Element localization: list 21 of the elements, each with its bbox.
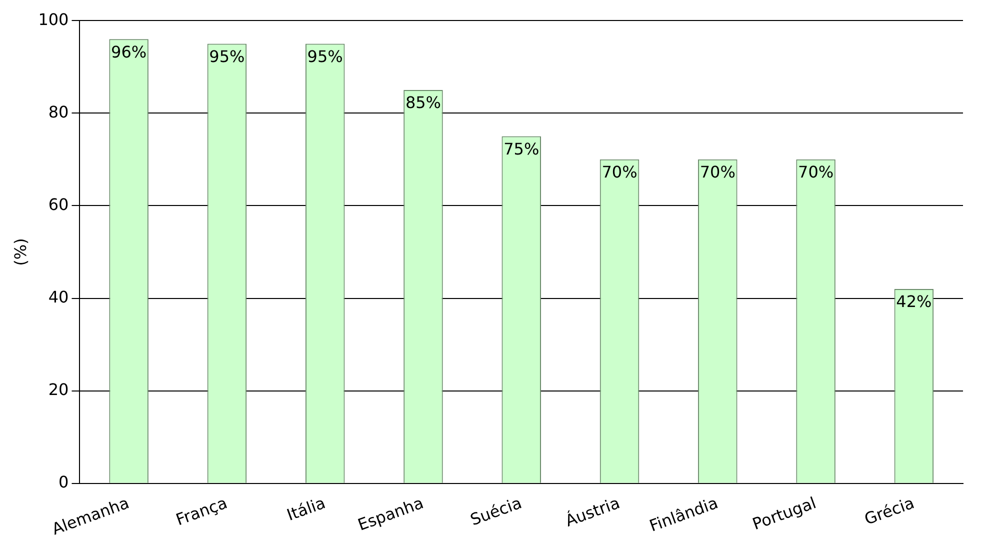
data-label: 70% xyxy=(602,162,638,182)
y-tick-label: 40 xyxy=(48,287,69,306)
y-tick-label: 60 xyxy=(48,194,69,214)
data-label: 42% xyxy=(896,292,932,312)
data-label: 95% xyxy=(209,46,245,66)
data-label: 70% xyxy=(700,162,736,182)
data-label: 95% xyxy=(307,46,343,66)
data-label: 70% xyxy=(798,162,834,182)
x-tick-label: Grécia xyxy=(862,493,917,529)
data-label: 85% xyxy=(405,93,442,112)
x-tick-label: Áustria xyxy=(562,493,622,530)
data-label: 75% xyxy=(504,139,540,158)
y-tick-label: 100 xyxy=(38,10,69,29)
x-tick-label: França xyxy=(173,493,230,530)
x-tick-label: Suécia xyxy=(468,493,524,530)
x-tick-label: Itália xyxy=(284,493,328,525)
y-tick-label: 80 xyxy=(48,102,69,122)
y-tick-label: 20 xyxy=(48,380,69,399)
y-tick-label: 0 xyxy=(58,472,69,492)
y-axis-title: (%) xyxy=(10,238,30,266)
data-label: 96% xyxy=(111,42,147,62)
